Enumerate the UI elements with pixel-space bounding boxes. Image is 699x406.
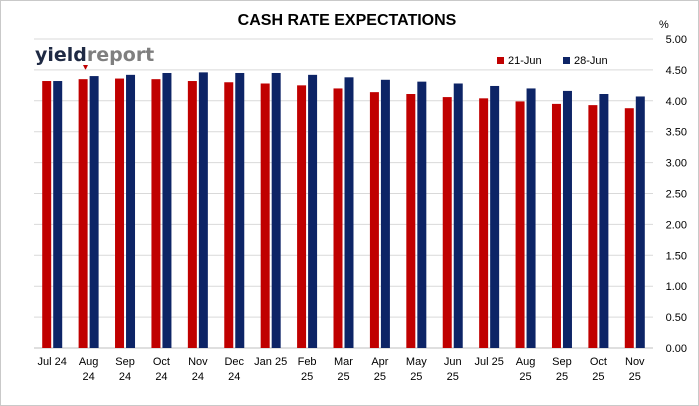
bar-21-Jun-10 [406, 94, 416, 348]
legend-swatch [563, 57, 570, 64]
bar-28-Jun-10 [417, 81, 427, 348]
bar-28-Jun-2 [126, 74, 136, 349]
bar-21-Jun-16 [624, 108, 634, 348]
x-tick-label: Sep 24 [115, 356, 135, 383]
y-tick-label: 1.50 [666, 250, 687, 262]
bar-21-Jun-5 [224, 82, 234, 348]
logo-text-yield: yield [35, 44, 87, 66]
svg-text:yieldreport: yieldreport [35, 44, 154, 66]
bar-21-Jun-8 [333, 88, 343, 348]
bar-21-Jun-7 [297, 85, 307, 348]
y-tick-label: 5.00 [666, 34, 687, 46]
x-tick-label: Nov 24 [188, 356, 208, 383]
bar-28-Jun-9 [380, 79, 390, 349]
bar-28-Jun-14 [562, 90, 572, 349]
bar-21-Jun-2 [115, 78, 125, 348]
x-tick-label: Oct 25 [590, 356, 607, 383]
y-tick-label: 4.00 [666, 96, 687, 108]
x-tick-label: Oct 24 [153, 356, 170, 383]
y-tick-label: 1.00 [666, 281, 687, 293]
bar-28-Jun-6 [271, 72, 281, 349]
chart-title: CASH RATE EXPECTATIONS [238, 12, 457, 29]
y-tick-label: 4.50 [666, 65, 687, 77]
y-tick-label: 0.50 [666, 312, 687, 324]
y-axis: 0.00 0.50 1.00 1.50 2.00 2.50 3.00 3.50 4.00 4.50… [666, 34, 687, 355]
bar-28-Jun-3 [162, 72, 172, 349]
y-tick-label: 3.50 [666, 127, 687, 139]
x-tick-label: Feb 25 [298, 356, 317, 383]
x-tick-label: Jan 25 [254, 356, 287, 368]
bar-28-Jun-11 [453, 83, 463, 348]
bar-28-Jun-13 [526, 88, 536, 348]
legend-label: 28-Jun [574, 55, 608, 67]
bar-21-Jun-9 [369, 92, 379, 348]
x-tick-label: Aug 24 [79, 356, 99, 383]
legend-swatch [497, 57, 504, 64]
logo-accent-icon [83, 65, 88, 70]
legend-label: 21-Jun [508, 55, 542, 67]
bar-28-Jun-8 [344, 77, 354, 348]
bar-28-Jun-16 [635, 96, 645, 348]
x-tick-label: Aug 25 [516, 356, 536, 383]
x-tick-label: Jun 25 [444, 356, 462, 383]
legend: 21-Jun 28-Jun [497, 55, 608, 67]
bar-28-Jun-1 [89, 76, 99, 348]
bar-21-Jun-13 [515, 101, 525, 348]
y-tick-label: 3.00 [666, 158, 687, 170]
y-tick-label: 2.50 [666, 189, 687, 201]
x-tick-label: Dec 24 [224, 356, 244, 383]
bar-28-Jun-12 [490, 85, 500, 348]
y-axis-unit: % [659, 19, 669, 31]
bar-21-Jun-4 [187, 81, 197, 349]
bar-21-Jun-6 [260, 83, 270, 348]
y-tick-label: 2.00 [666, 219, 687, 231]
bar-28-Jun-0 [53, 81, 63, 349]
bar-21-Jun-11 [442, 97, 452, 348]
bar-21-Jun-14 [551, 103, 561, 348]
y-tick-label: 0.00 [666, 343, 687, 355]
bar-21-Jun-0 [42, 81, 52, 349]
x-tick-label: Jul 25 [474, 356, 503, 368]
bar-21-Jun-15 [588, 105, 598, 348]
logo-text-report: report [87, 44, 154, 66]
x-tick-label: Sep 25 [552, 356, 572, 383]
logo: yieldreport [35, 44, 154, 70]
bar-28-Jun-15 [599, 94, 609, 348]
x-tick-label: Mar 25 [334, 356, 353, 383]
bar-21-Jun-1 [78, 79, 88, 349]
bar-21-Jun-12 [479, 98, 489, 348]
x-tick-label: Apr 25 [371, 356, 388, 383]
bar-28-Jun-7 [308, 74, 318, 349]
x-axis: Jul 24 Aug 24 Sep 24 Oct 24 Nov 24 Dec 24 Jan 25 Feb… [38, 356, 646, 383]
bar-28-Jun-4 [198, 72, 208, 348]
x-tick-label: May 25 [406, 356, 427, 383]
bar-21-Jun-3 [151, 79, 161, 349]
gridlines [34, 38, 653, 349]
bar-28-Jun-5 [235, 72, 245, 349]
x-tick-label: Nov 25 [625, 356, 645, 383]
x-tick-label: Jul 24 [38, 356, 67, 368]
bars [42, 72, 645, 349]
